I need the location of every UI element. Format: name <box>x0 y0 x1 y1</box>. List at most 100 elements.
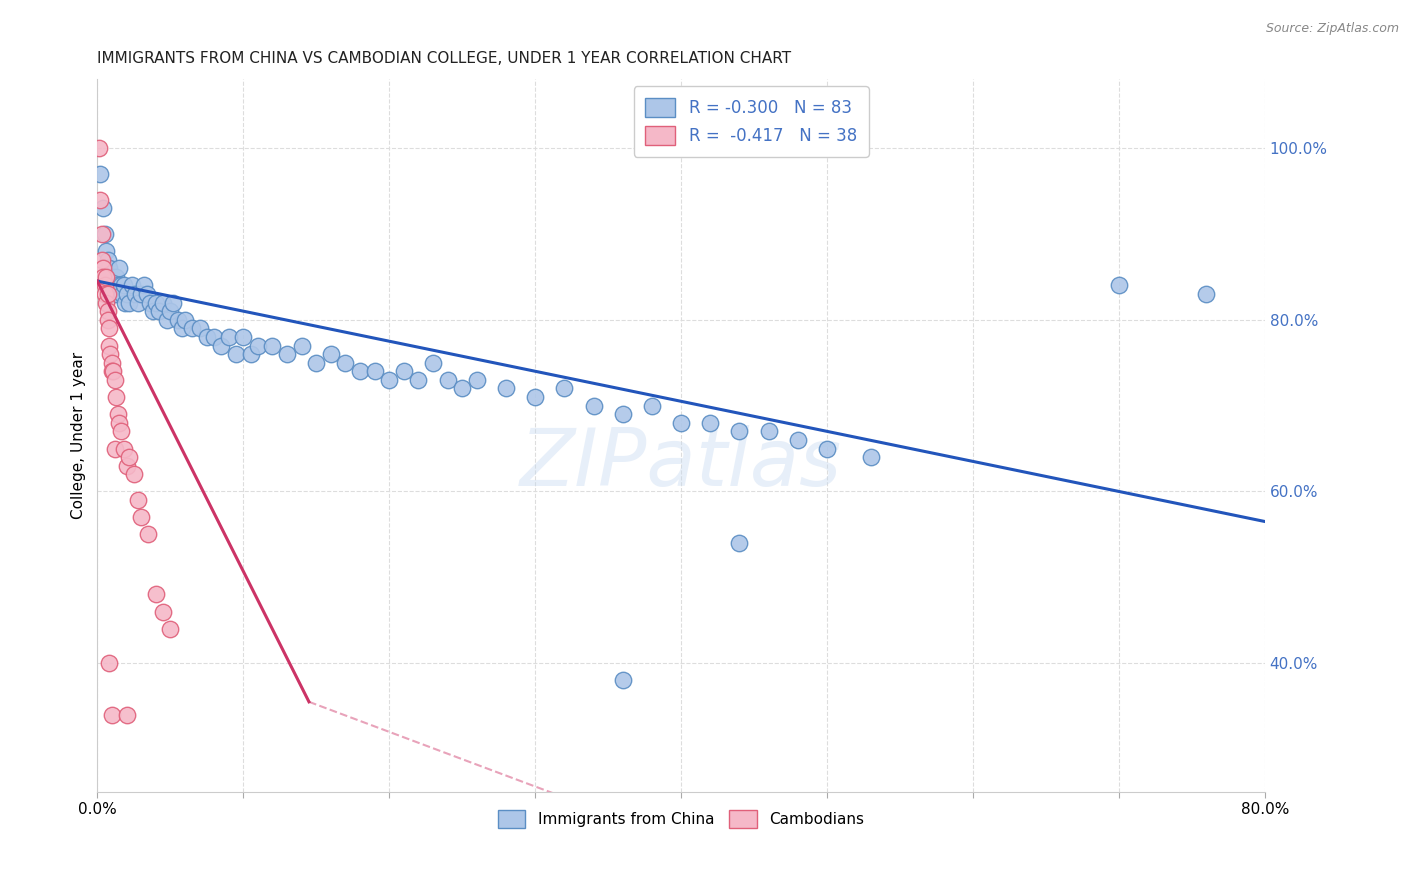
Point <box>112 442 135 456</box>
Point <box>94 269 117 284</box>
Point <box>101 707 124 722</box>
Point <box>93 278 115 293</box>
Point <box>97 312 120 326</box>
Point <box>1195 287 1218 301</box>
Point <box>110 278 132 293</box>
Point <box>89 167 111 181</box>
Point <box>156 312 179 326</box>
Point <box>159 304 181 318</box>
Point <box>108 261 131 276</box>
Point <box>170 321 193 335</box>
Point <box>103 278 125 293</box>
Point <box>142 304 165 318</box>
Point <box>148 304 170 318</box>
Point <box>166 312 188 326</box>
Point <box>553 381 575 395</box>
Point <box>408 373 430 387</box>
Point <box>422 356 444 370</box>
Point <box>100 347 122 361</box>
Point <box>276 347 298 361</box>
Point <box>174 312 197 326</box>
Point <box>87 141 110 155</box>
Point <box>669 416 692 430</box>
Point <box>98 269 121 284</box>
Point <box>97 261 120 276</box>
Point <box>152 605 174 619</box>
Point <box>218 330 240 344</box>
Point <box>152 295 174 310</box>
Point <box>451 381 474 395</box>
Point <box>758 425 780 439</box>
Point <box>378 373 401 387</box>
Point <box>97 252 120 267</box>
Point <box>104 442 127 456</box>
Point <box>91 261 114 276</box>
Point <box>98 321 121 335</box>
Point <box>392 364 415 378</box>
Point <box>101 364 124 378</box>
Point <box>94 244 117 258</box>
Point <box>202 330 225 344</box>
Point <box>127 493 149 508</box>
Point <box>188 321 211 335</box>
Point <box>145 295 167 310</box>
Point <box>363 364 385 378</box>
Point <box>159 622 181 636</box>
Point <box>699 416 721 430</box>
Text: ZIPatlas: ZIPatlas <box>520 425 842 503</box>
Point <box>93 287 115 301</box>
Point <box>582 399 605 413</box>
Point <box>262 338 284 352</box>
Point <box>335 356 357 370</box>
Point <box>105 390 128 404</box>
Point <box>110 425 132 439</box>
Point <box>129 510 152 524</box>
Point <box>124 287 146 301</box>
Y-axis label: College, Under 1 year: College, Under 1 year <box>72 352 86 519</box>
Point <box>232 330 254 344</box>
Point <box>101 269 124 284</box>
Point <box>100 269 122 284</box>
Point <box>98 261 121 276</box>
Point <box>195 330 218 344</box>
Point <box>129 287 152 301</box>
Point <box>136 287 159 301</box>
Point <box>107 407 129 421</box>
Point <box>101 278 124 293</box>
Point <box>436 373 458 387</box>
Point <box>107 278 129 293</box>
Point <box>97 304 120 318</box>
Point <box>91 269 114 284</box>
Point <box>111 287 134 301</box>
Text: Source: ZipAtlas.com: Source: ZipAtlas.com <box>1265 22 1399 36</box>
Point <box>641 399 664 413</box>
Point <box>612 407 634 421</box>
Point <box>138 527 160 541</box>
Point <box>127 295 149 310</box>
Point <box>105 287 128 301</box>
Point <box>104 278 127 293</box>
Point <box>122 467 145 482</box>
Point <box>728 425 751 439</box>
Point <box>612 673 634 688</box>
Point <box>115 707 138 722</box>
Legend: Immigrants from China, Cambodians: Immigrants from China, Cambodians <box>492 805 870 834</box>
Point <box>465 373 488 387</box>
Point <box>139 295 162 310</box>
Point <box>132 278 155 293</box>
Point <box>181 321 204 335</box>
Point <box>118 450 141 464</box>
Point <box>786 433 808 447</box>
Point <box>239 347 262 361</box>
Point <box>115 287 138 301</box>
Point <box>349 364 371 378</box>
Point <box>90 227 112 241</box>
Point <box>162 295 184 310</box>
Point <box>100 278 122 293</box>
Point <box>524 390 547 404</box>
Point <box>121 278 143 293</box>
Point <box>101 356 124 370</box>
Point <box>815 442 838 456</box>
Point <box>291 338 314 352</box>
Point <box>114 295 136 310</box>
